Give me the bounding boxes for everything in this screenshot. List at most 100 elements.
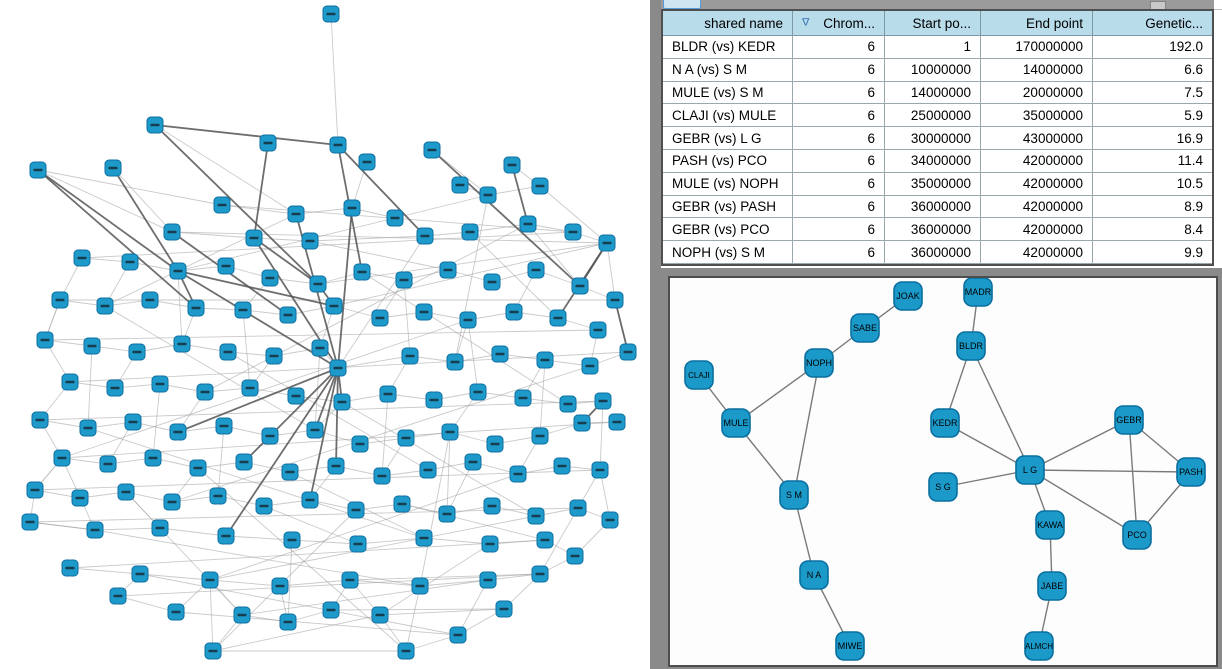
table-vertical-scrollbar[interactable]: [1214, 9, 1222, 267]
overview-network-canvas[interactable]: [0, 0, 650, 669]
table-row[interactable]: N A (vs) S M 6 10000000 14000000 6.6: [663, 58, 1212, 82]
table-row[interactable]: NOPH (vs) S M 6 36000000 42000000 9.9: [663, 241, 1212, 264]
cell-value[interactable]: 35000000: [885, 172, 981, 196]
network-node[interactable]: [963, 278, 993, 307]
cell-value[interactable]: 6: [793, 218, 885, 242]
network-node[interactable]: [779, 480, 809, 510]
network-node[interactable]: [721, 408, 751, 438]
cell-value[interactable]: 6: [793, 81, 885, 105]
cell-value[interactable]: 10000000: [885, 58, 981, 82]
cell-value[interactable]: 20000000: [981, 81, 1093, 105]
cell-shared-name[interactable]: NOPH (vs) S M: [663, 241, 793, 264]
cell-value[interactable]: 8.4: [1093, 218, 1212, 242]
network-node[interactable]: [1024, 631, 1054, 661]
column-header[interactable]: ∇ Chrom...: [793, 11, 885, 36]
cell-value[interactable]: 6: [793, 58, 885, 82]
cell-value[interactable]: 6: [793, 127, 885, 150]
cell-shared-name[interactable]: MULE (vs) NOPH: [663, 172, 793, 196]
network-node[interactable]: [956, 331, 986, 361]
cell-value[interactable]: 42000000: [981, 172, 1093, 196]
network-node[interactable]: [684, 360, 714, 390]
network-node[interactable]: [799, 560, 829, 590]
cell-value[interactable]: 36000000: [885, 195, 981, 219]
node-label: [221, 264, 231, 268]
cell-value[interactable]: 6: [793, 241, 885, 264]
cell-shared-name[interactable]: GEBR (vs) PCO: [663, 218, 793, 242]
node-label: [535, 184, 545, 188]
cell-shared-name[interactable]: PASH (vs) PCO: [663, 149, 793, 173]
network-node[interactable]: [804, 348, 834, 378]
column-header[interactable]: Genetic...: [1093, 11, 1212, 36]
network-node[interactable]: [1015, 455, 1045, 485]
cell-value[interactable]: 192.0: [1093, 36, 1212, 59]
table-row[interactable]: GEBR (vs) L G 6 30000000 43000000 16.9: [663, 127, 1212, 150]
node-label: [535, 434, 545, 438]
cell-value[interactable]: 6: [793, 172, 885, 196]
table-row[interactable]: BLDR (vs) KEDR 6 1 170000000 192.0: [663, 36, 1212, 59]
cell-value[interactable]: 9.9: [1093, 241, 1212, 264]
cell-value[interactable]: 36000000: [885, 218, 981, 242]
table-row[interactable]: PASH (vs) PCO 6 34000000 42000000 11.4: [663, 149, 1212, 173]
cell-value[interactable]: 5.9: [1093, 104, 1212, 128]
cell-value[interactable]: 1: [885, 36, 981, 59]
cell-value[interactable]: 16.9: [1093, 127, 1212, 150]
cell-value[interactable]: 7.5: [1093, 81, 1212, 105]
cell-value[interactable]: 36000000: [885, 241, 981, 264]
cell-value[interactable]: 42000000: [981, 241, 1093, 264]
node-label: [57, 456, 67, 460]
node-label: [375, 316, 385, 320]
cell-value[interactable]: 35000000: [981, 104, 1093, 128]
node-label: MIWE: [838, 641, 863, 651]
panel-tab[interactable]: [663, 0, 701, 9]
table-row[interactable]: GEBR (vs) PASH 6 36000000 42000000 8.9: [663, 195, 1212, 219]
cell-value[interactable]: 8.9: [1093, 195, 1212, 219]
cell-value[interactable]: 42000000: [981, 195, 1093, 219]
cell-shared-name[interactable]: CLAJI (vs) MULE: [663, 104, 793, 128]
network-node[interactable]: [928, 472, 958, 502]
column-header[interactable]: shared name: [663, 11, 793, 36]
table-row[interactable]: MULE (vs) S M 6 14000000 20000000 7.5: [663, 81, 1212, 105]
node-label: [87, 344, 97, 348]
cell-value[interactable]: 6: [793, 36, 885, 59]
cell-value[interactable]: 14000000: [885, 81, 981, 105]
node-label: [499, 607, 509, 611]
filter-icon[interactable]: ∇: [802, 17, 810, 28]
network-node[interactable]: [1122, 520, 1152, 550]
column-header[interactable]: Start po...: [885, 11, 981, 36]
column-header[interactable]: End point: [981, 11, 1093, 36]
cell-shared-name[interactable]: MULE (vs) S M: [663, 81, 793, 105]
cell-shared-name[interactable]: GEBR (vs) L G: [663, 127, 793, 150]
detail-network-canvas[interactable]: JOAK SABE NOPH CLAJI MULE S M N A MIWE MADR BLDR K…: [670, 278, 1216, 665]
network-node[interactable]: [1035, 510, 1065, 540]
table-row[interactable]: GEBR (vs) PCO 6 36000000 42000000 8.4: [663, 218, 1212, 242]
cell-value[interactable]: 6: [793, 195, 885, 219]
cell-value[interactable]: 10.5: [1093, 172, 1212, 196]
network-node[interactable]: [835, 631, 865, 661]
network-node[interactable]: [1114, 405, 1144, 435]
network-node[interactable]: [850, 313, 880, 343]
cell-value[interactable]: 6: [793, 104, 885, 128]
cell-value[interactable]: 6: [793, 149, 885, 173]
cell-shared-name[interactable]: N A (vs) S M: [663, 58, 793, 82]
network-node[interactable]: [1037, 571, 1067, 601]
table-row[interactable]: MULE (vs) NOPH 6 35000000 42000000 10.5: [663, 172, 1212, 196]
network-edge: [1029, 419, 1130, 471]
table-row[interactable]: CLAJI (vs) MULE 6 25000000 35000000 5.9: [663, 104, 1212, 128]
cell-value[interactable]: 42000000: [981, 149, 1093, 173]
cell-value[interactable]: 14000000: [981, 58, 1093, 82]
network-node[interactable]: [1176, 457, 1206, 487]
network-node[interactable]: [893, 281, 923, 311]
cell-value[interactable]: 42000000: [981, 218, 1093, 242]
node-label: [173, 430, 183, 434]
cell-shared-name[interactable]: GEBR (vs) PASH: [663, 195, 793, 219]
cell-value[interactable]: 170000000: [981, 36, 1093, 59]
cell-value[interactable]: 34000000: [885, 149, 981, 173]
network-node[interactable]: [930, 408, 960, 438]
cell-value[interactable]: 43000000: [981, 127, 1093, 150]
cell-value[interactable]: 11.4: [1093, 149, 1212, 173]
cell-shared-name[interactable]: BLDR (vs) KEDR: [663, 36, 793, 59]
column-header-label: shared name: [704, 15, 783, 31]
cell-value[interactable]: 30000000: [885, 127, 981, 150]
cell-value[interactable]: 25000000: [885, 104, 981, 128]
cell-value[interactable]: 6.6: [1093, 58, 1212, 82]
